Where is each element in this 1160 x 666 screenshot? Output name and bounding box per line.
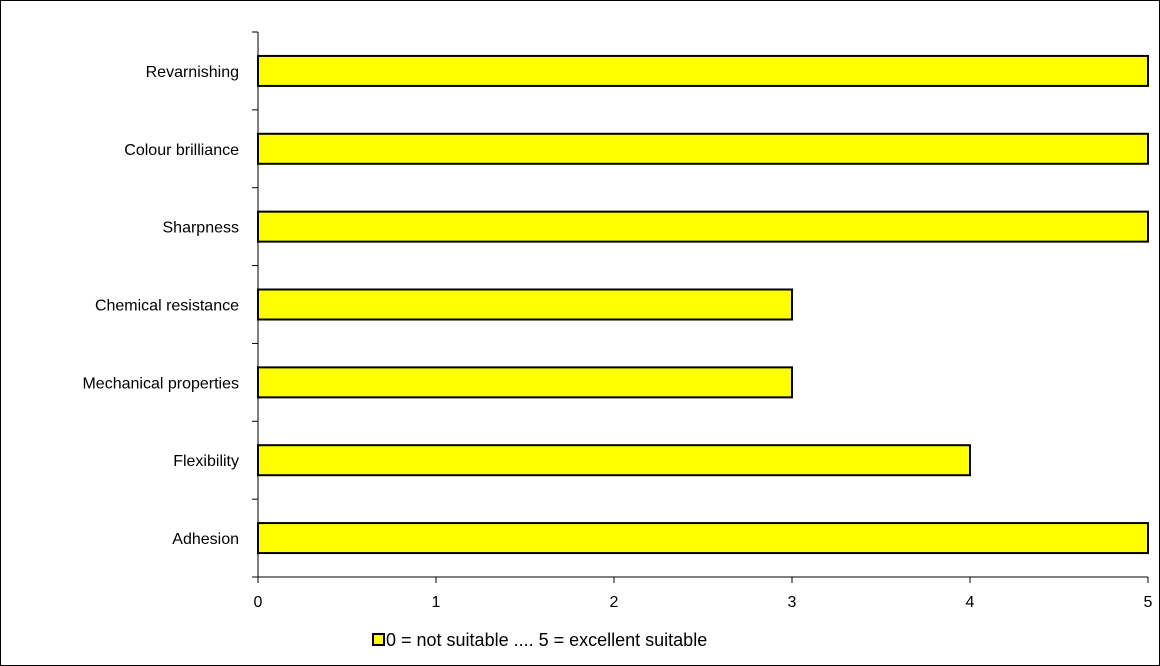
bar-mechanical-properties xyxy=(257,366,793,399)
bar-adhesion xyxy=(257,522,1149,555)
legend-label: 0 = not suitable .... 5 = excellent suit… xyxy=(386,630,707,650)
x-tick-label: 1 xyxy=(432,594,441,611)
bars-layer xyxy=(257,54,1149,555)
x-tick-label: 2 xyxy=(610,594,619,611)
x-tick-label: 4 xyxy=(966,594,975,611)
bar-flexibility xyxy=(257,444,971,477)
category-label: Colour brilliance xyxy=(124,142,239,159)
category-label: Chemical resistance xyxy=(95,298,239,315)
legend: 0 = not suitable .... 5 = excellent suit… xyxy=(372,630,707,650)
legend-swatch xyxy=(372,633,385,646)
bar-sharpness xyxy=(257,210,1149,243)
category-label: Mechanical properties xyxy=(82,375,239,392)
bar-colour-brilliance xyxy=(257,132,1149,165)
bar-chemical-resistance xyxy=(257,288,793,321)
x-tick-label: 5 xyxy=(1144,594,1153,611)
x-tick-label: 3 xyxy=(788,594,797,611)
category-label: Adhesion xyxy=(172,531,239,548)
bar-revarnishing xyxy=(257,54,1149,87)
labels-layer: Adhesion Flexibility Mechanical properties… xyxy=(82,64,1152,611)
axes-layer xyxy=(252,31,1149,583)
category-label: Sharpness xyxy=(163,220,240,237)
x-tick-label: 0 xyxy=(254,594,263,611)
category-label: Flexibility xyxy=(173,453,239,470)
category-label: Revarnishing xyxy=(146,64,239,81)
